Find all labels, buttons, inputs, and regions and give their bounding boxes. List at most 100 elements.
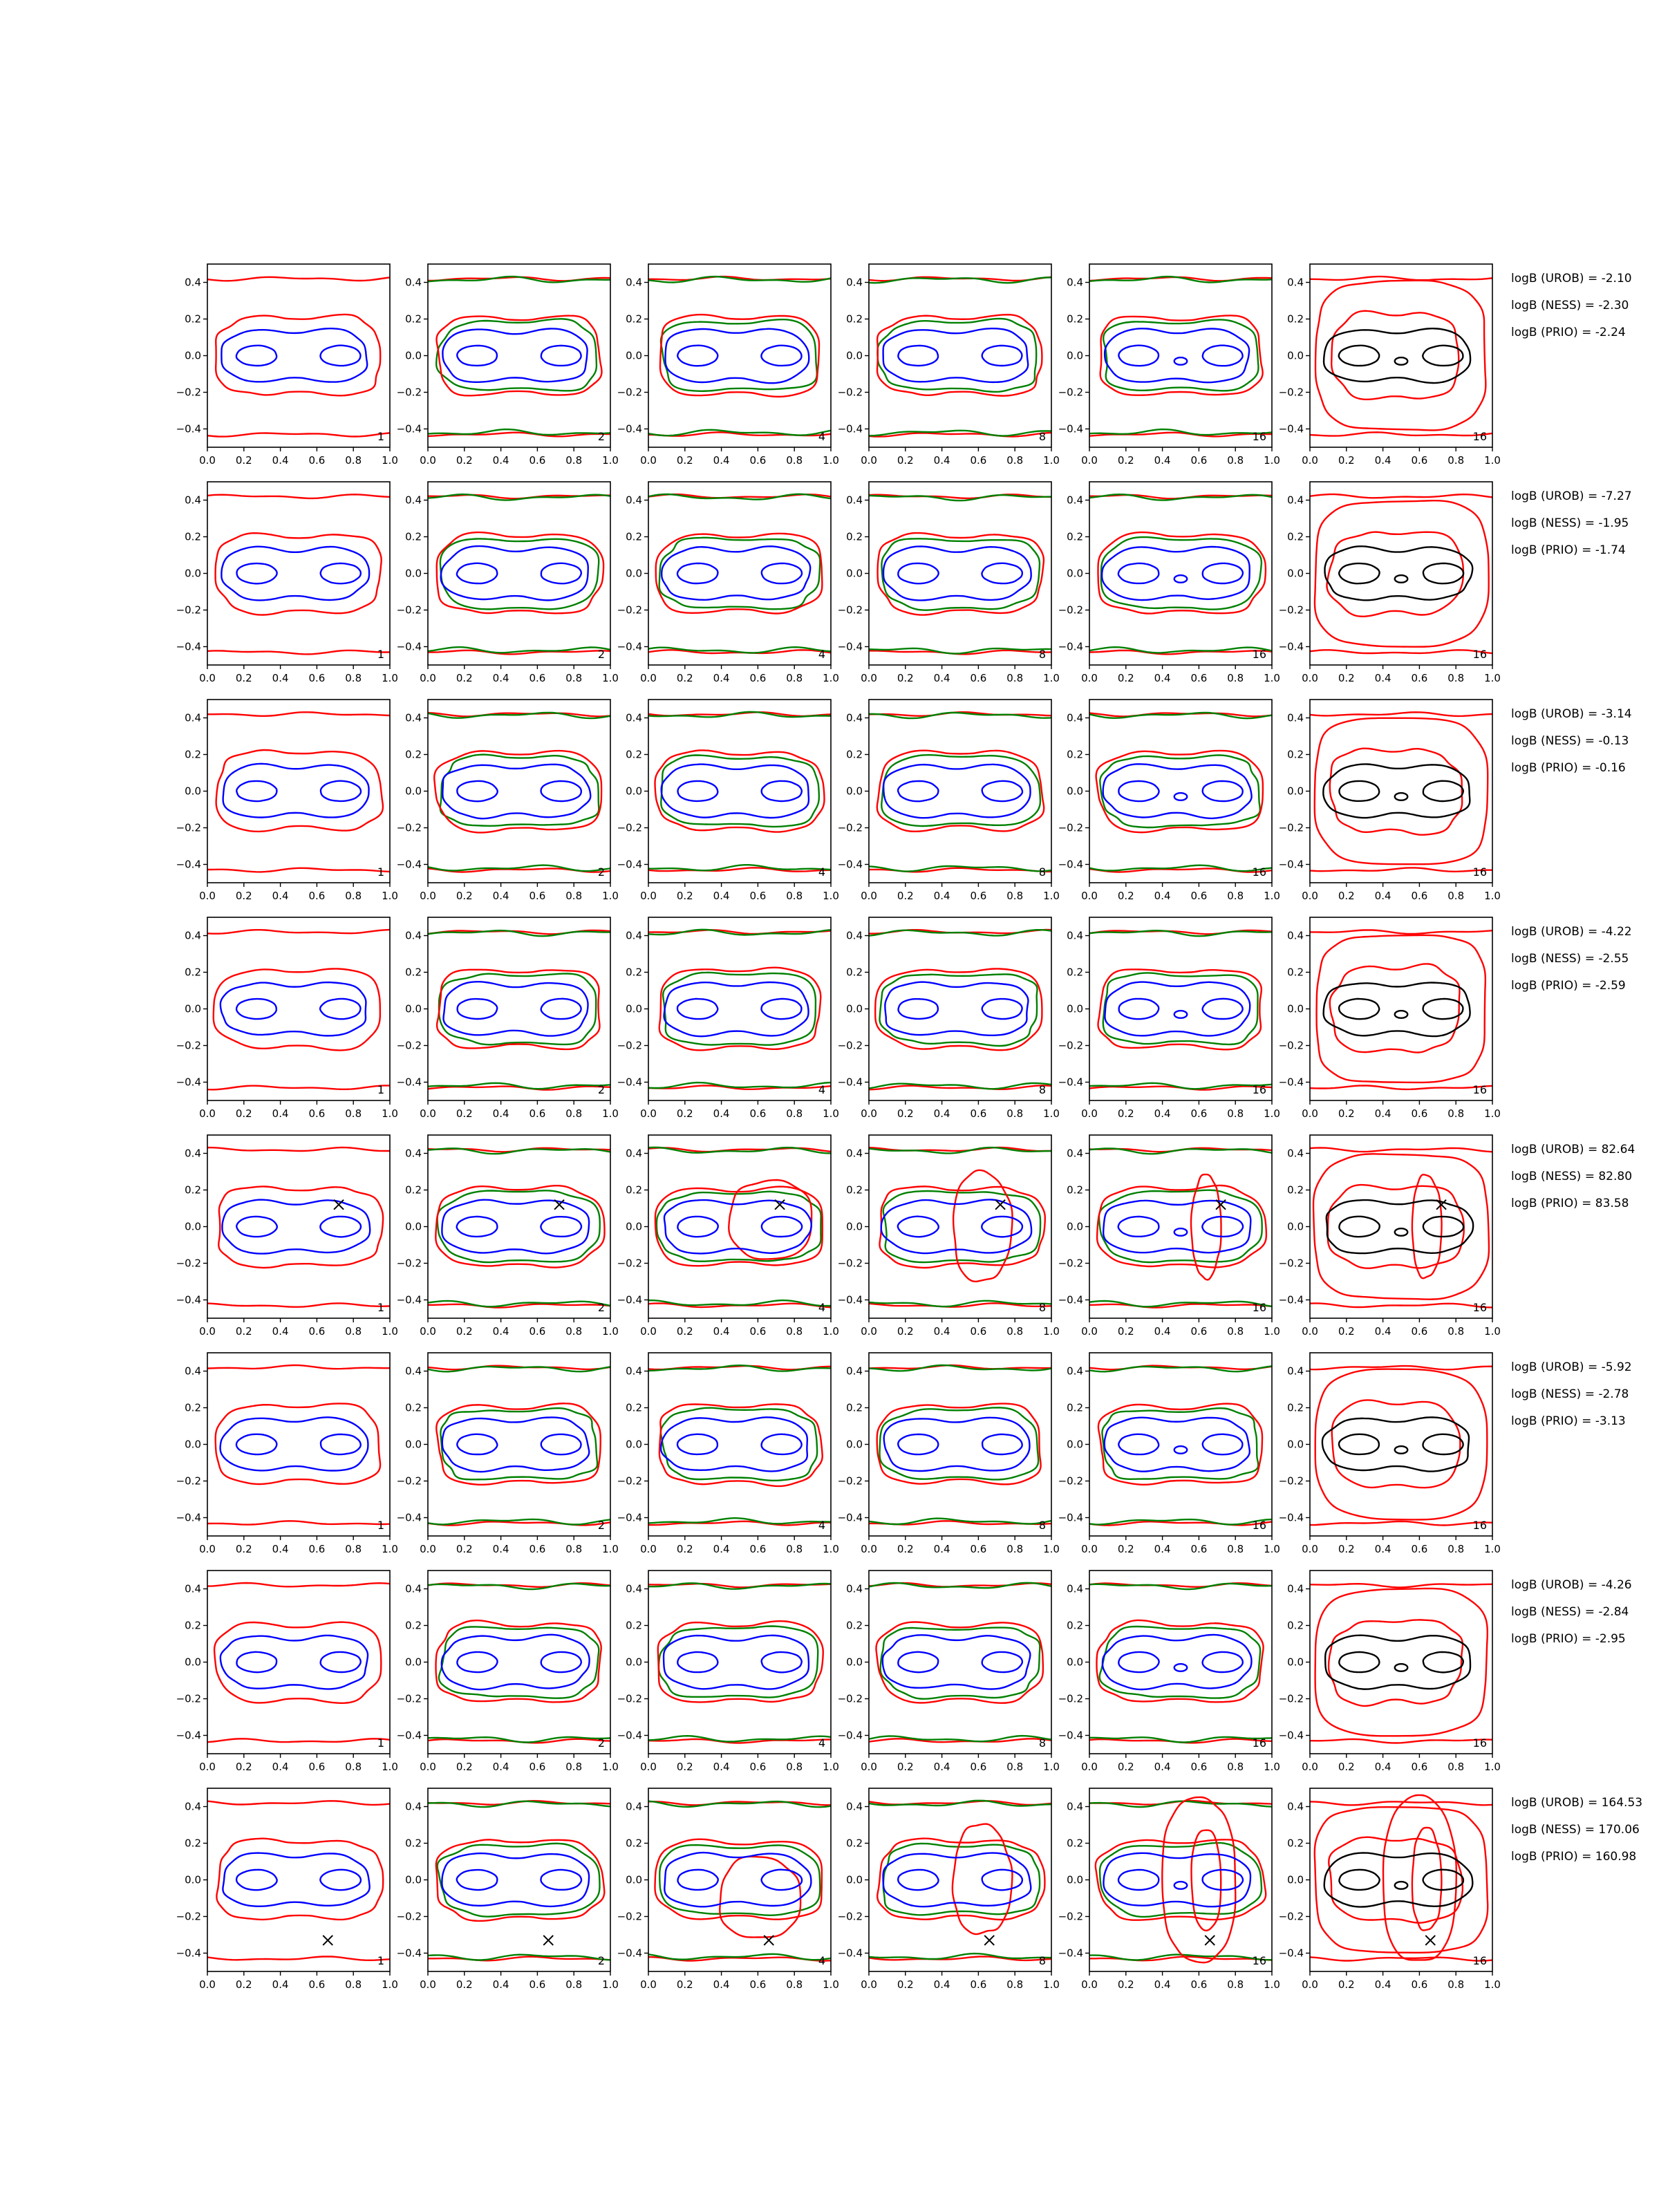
contour-layer <box>648 1582 831 1744</box>
x-tick-label: 1.0 <box>823 672 839 684</box>
y-tick-label: 0.4 <box>185 1801 201 1813</box>
x-tick-label: 0.4 <box>1375 1543 1391 1555</box>
inner-lobe-right <box>760 997 803 1020</box>
inner-contour <box>1102 763 1253 820</box>
x-tick-label: 0.4 <box>1154 1978 1171 1991</box>
outer-contour <box>435 1403 601 1486</box>
panel-label: 8 <box>1039 1519 1046 1532</box>
peak-marker <box>763 1935 774 1946</box>
y-tick-label: −0.2 <box>176 1475 201 1488</box>
outer-contour <box>1315 934 1487 1084</box>
y-tick-label: 0.4 <box>626 712 642 724</box>
outer-contour <box>657 1620 824 1703</box>
x-tick-label: 0.6 <box>749 890 766 902</box>
x-tick-label: 0.8 <box>565 1761 582 1773</box>
logb-annotation: logB (NESS) = -0.13 <box>1511 734 1629 748</box>
panel-r1-c5: 0.4 0.2 0.0 −0.2 −0.4 0.0 0.2 0.4 0.6 0.8 1.0 16 <box>1058 263 1280 467</box>
y-tick-label: 0.0 <box>185 785 201 798</box>
contour-layer <box>1089 275 1272 438</box>
inner-lobe-left <box>677 1651 719 1674</box>
y-tick-label: −0.4 <box>1279 859 1304 871</box>
middle-contour-bottom <box>869 1734 1051 1743</box>
logb-annotation: logB (UROB) = -2.10 <box>1511 272 1632 285</box>
y-tick-label: 0.4 <box>626 276 642 289</box>
x-tick-label: 0.2 <box>897 1325 914 1338</box>
y-tick-label: 0.2 <box>1067 1620 1083 1632</box>
panel-r8-c3: 0.4 0.2 0.0 −0.2 −0.4 0.0 0.2 0.4 0.6 0.8 1.0 4 <box>617 1788 839 1991</box>
x-tick-label: 0.6 <box>1411 1543 1427 1555</box>
outer-contour-top <box>428 1582 610 1588</box>
contour-layer <box>1089 711 1272 873</box>
y-tick-label: 0.0 <box>1287 785 1304 798</box>
axes-frame <box>207 481 391 666</box>
y-tick-label: −0.4 <box>838 1294 863 1306</box>
outer-contour <box>1099 315 1264 396</box>
x-tick-label: 1.0 <box>1264 1107 1280 1120</box>
y-tick-label: 0.2 <box>1287 1620 1304 1632</box>
y-tick-label: −0.4 <box>617 1512 642 1524</box>
x-tick-label: 0.4 <box>493 1325 509 1338</box>
y-tick-label: −0.4 <box>397 1947 422 1960</box>
x-tick-label: 1.0 <box>1484 1107 1501 1120</box>
y-tick-label: −0.2 <box>1279 1040 1304 1052</box>
x-tick-label: 0.0 <box>1081 1325 1098 1338</box>
x-tick-label: 0.4 <box>272 1325 289 1338</box>
y-tick-label: −0.4 <box>397 1730 422 1742</box>
x-tick-label: 0.4 <box>1375 1325 1391 1338</box>
inner-lobe-right <box>760 1651 803 1674</box>
x-tick-label: 0.8 <box>345 672 362 684</box>
x-tick-label: 0.4 <box>934 890 950 902</box>
middle-contour-bottom <box>1089 428 1272 436</box>
logb-annotation: logB (PRIO) = -2.59 <box>1511 979 1626 993</box>
inner-lobe-left <box>1117 562 1160 585</box>
middle-contour <box>436 1190 601 1264</box>
middle-contour-top <box>1089 1147 1272 1155</box>
x-tick-label: 0.6 <box>970 890 986 902</box>
y-tick-label: 0.0 <box>405 785 422 798</box>
x-tick-label: 0.8 <box>1006 1107 1023 1120</box>
y-tick-label: 0.4 <box>626 494 642 507</box>
y-tick-label: −0.4 <box>176 1294 201 1306</box>
middle-contour <box>1099 754 1262 829</box>
inner-lobe-left <box>1118 1433 1160 1456</box>
outer-contour <box>435 315 603 397</box>
contour-layer <box>428 929 610 1091</box>
x-tick-label: 0.2 <box>1338 890 1355 902</box>
y-tick-label: −0.2 <box>838 1475 863 1488</box>
peak-marker <box>322 1935 333 1946</box>
x-tick-label: 0.8 <box>1447 1107 1464 1120</box>
y-tick-label: 0.2 <box>1287 1837 1304 1850</box>
y-tick-label: −0.2 <box>1058 604 1083 617</box>
y-tick-label: 0.0 <box>846 785 863 798</box>
y-tick-label: −0.2 <box>838 1040 863 1052</box>
contour-layer <box>1089 1365 1272 1526</box>
x-tick-label: 0.0 <box>640 1543 657 1555</box>
x-tick-label: 0.8 <box>1006 1978 1023 1991</box>
y-tick-label: 0.4 <box>1287 712 1304 724</box>
outer-contour-top <box>1310 1801 1492 1806</box>
inner-lobe-right <box>1201 1215 1244 1238</box>
y-tick-label: 0.4 <box>1067 494 1083 507</box>
peak-contour <box>951 1823 1013 1936</box>
inner-contour <box>442 328 588 383</box>
y-tick-label: 0.2 <box>185 1402 201 1414</box>
middle-contour-top <box>869 1799 1051 1807</box>
inner-lobe-right <box>1201 1433 1244 1456</box>
x-tick-label: 1.0 <box>602 1978 619 1991</box>
inner-lobe-right <box>1201 1868 1244 1891</box>
contour-layer <box>207 1800 390 1961</box>
outer-contour-top <box>1089 1582 1272 1588</box>
panel-r5-c6: 0.4 0.2 0.0 −0.2 −0.4 0.0 0.2 0.4 0.6 0.8 1.0 16 <box>1279 1134 1501 1338</box>
contour-layer <box>648 493 831 655</box>
y-tick-label: 0.2 <box>1067 1837 1083 1850</box>
x-tick-label: 0.8 <box>1006 890 1023 902</box>
inner-lobe-left <box>897 1215 939 1238</box>
x-tick-label: 0.2 <box>1338 454 1355 467</box>
y-tick-label: 0.0 <box>1067 1438 1083 1451</box>
panel-r3-c4: 0.4 0.2 0.0 −0.2 −0.4 0.0 0.2 0.4 0.6 0.8 1.0 8 <box>838 699 1060 902</box>
outer-contour <box>435 1185 606 1268</box>
contour-layer <box>1310 1147 1492 1309</box>
x-tick-label: 1.0 <box>823 1107 839 1120</box>
axes-frame <box>1089 481 1273 666</box>
